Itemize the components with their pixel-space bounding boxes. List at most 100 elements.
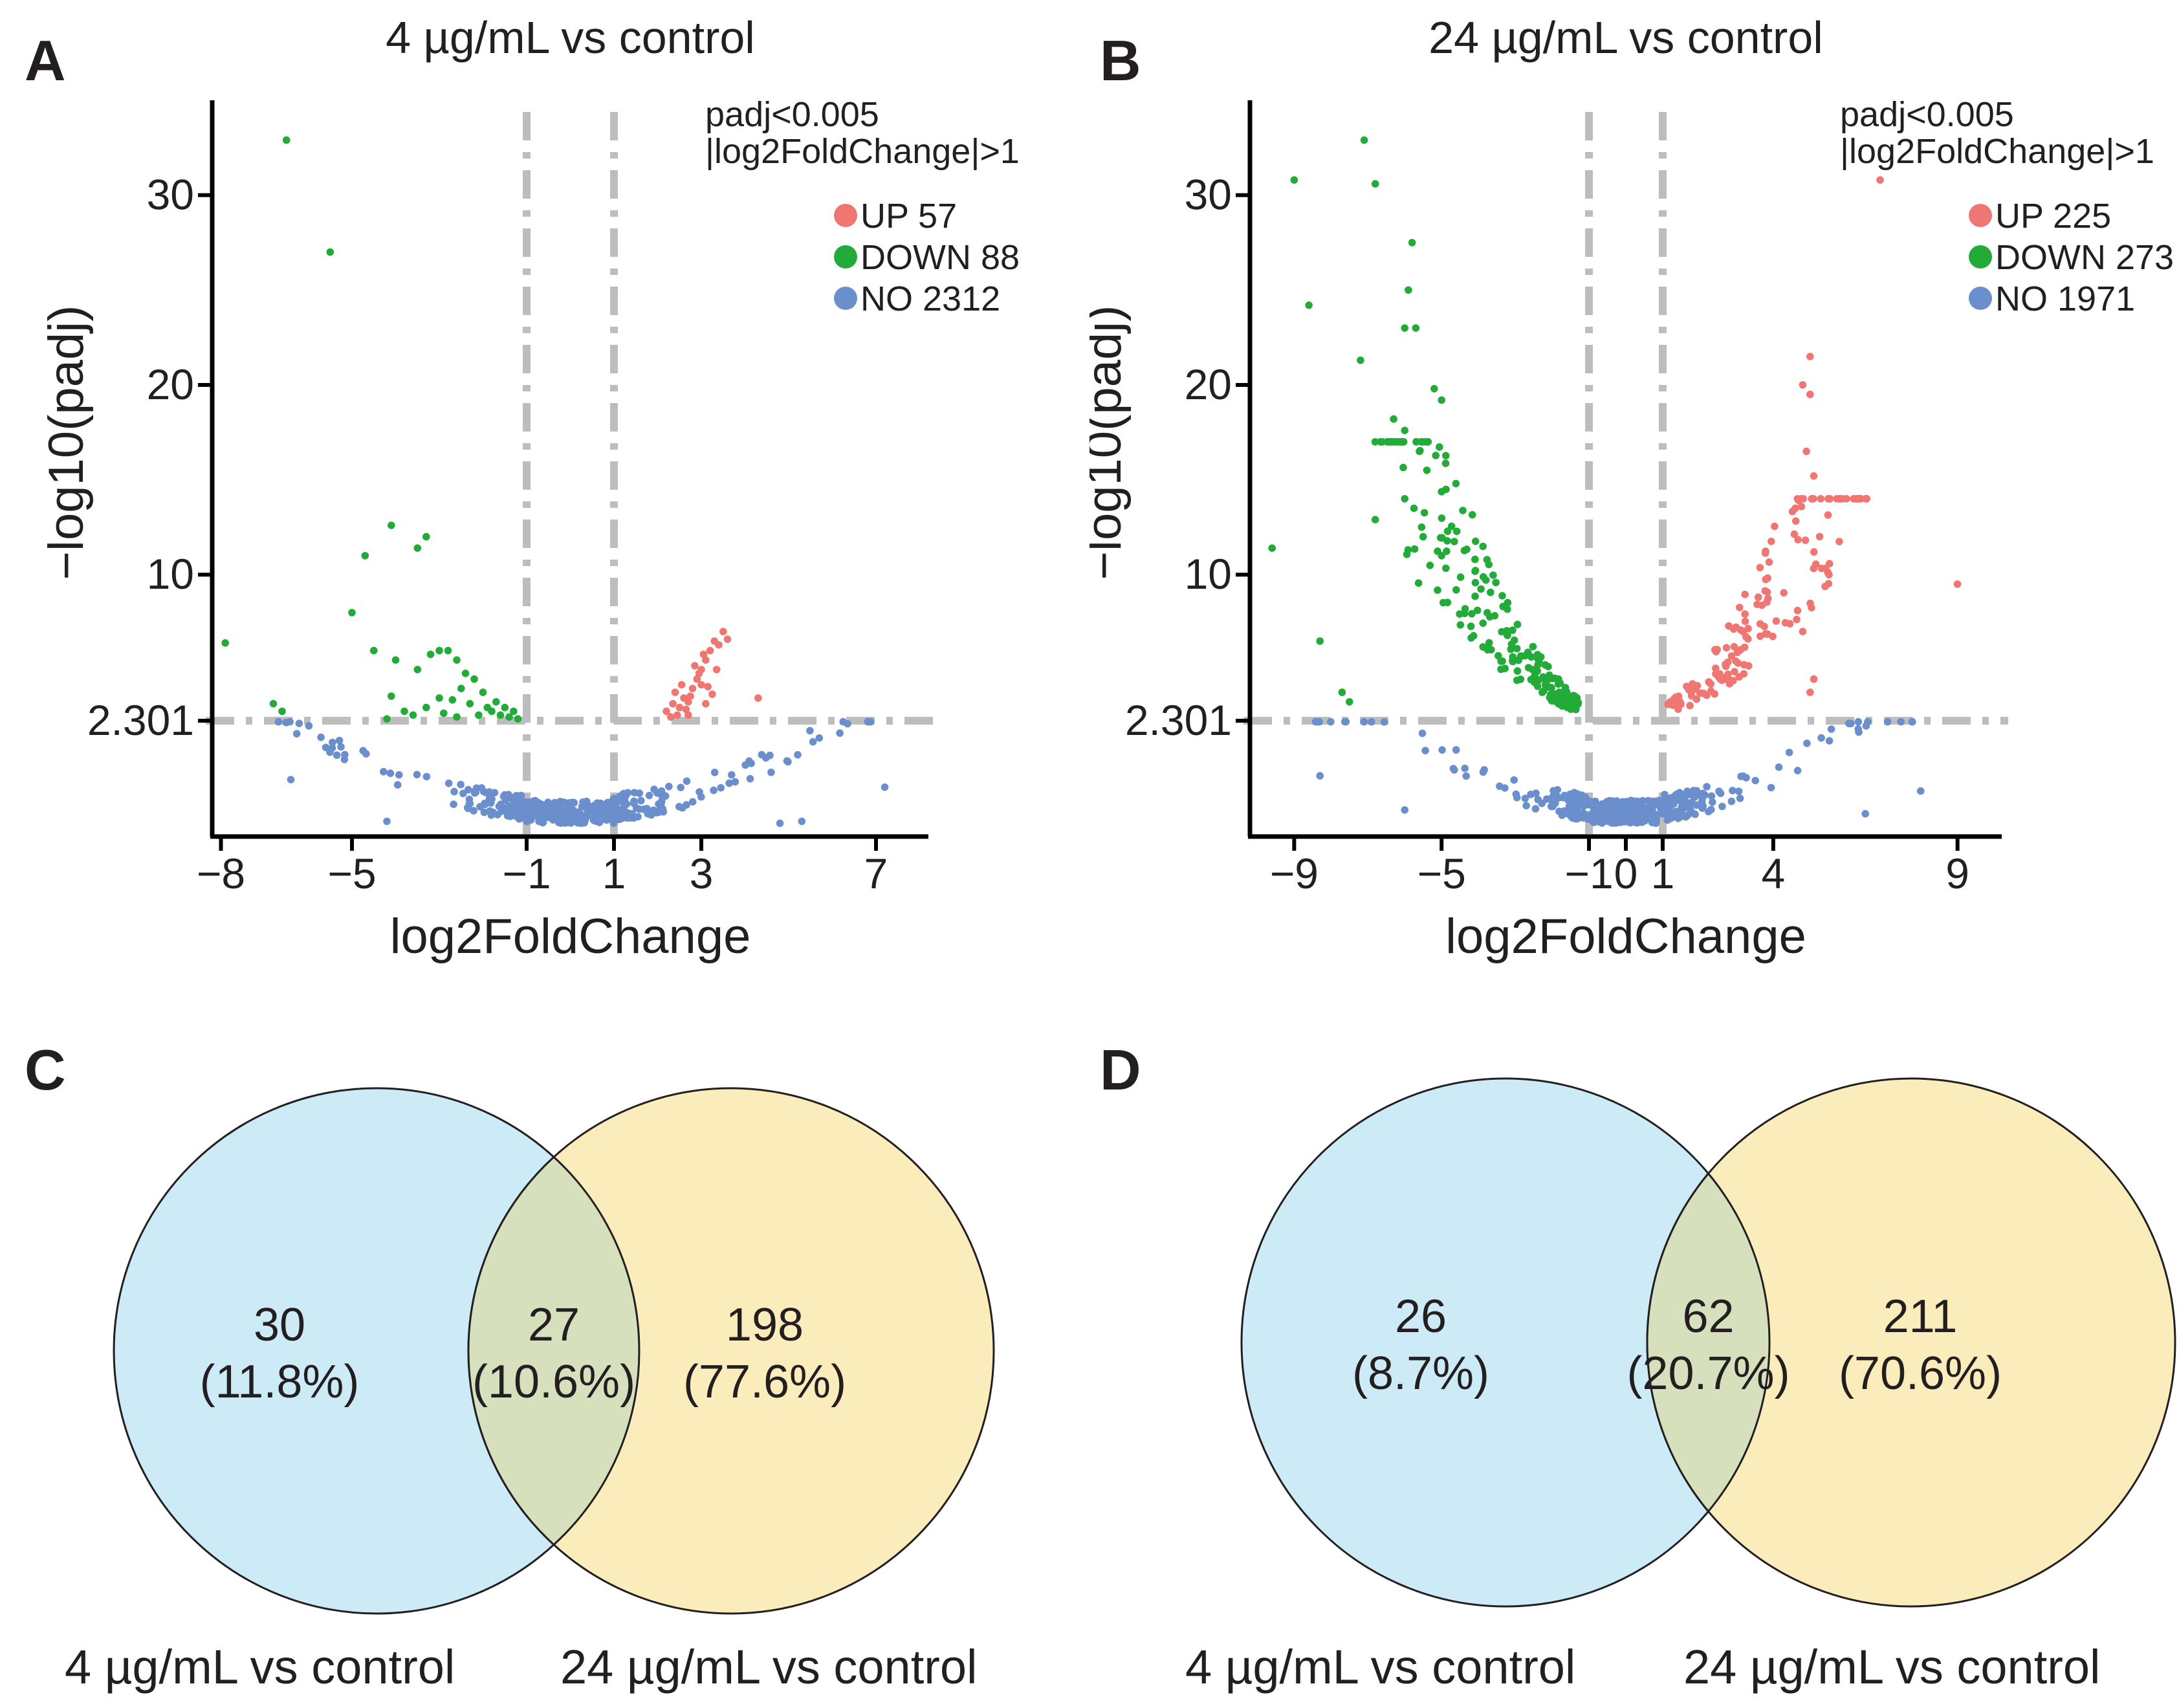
x-tick-label: −9 [1270,849,1319,897]
point-down [1452,586,1460,594]
point-down [1410,545,1419,553]
point-down [1371,180,1379,188]
point-no [295,719,303,727]
point-down [1489,571,1497,579]
point-down [1498,592,1506,600]
point-down [475,711,483,719]
point-down [1468,510,1476,519]
point-no [1578,795,1586,804]
point-no [1380,718,1388,726]
x-tick-label: 7 [864,849,888,897]
venn-c-set2-label: 24 µg/mL vs control [560,1640,978,1694]
point-down [453,713,461,721]
point-no [1579,809,1587,817]
point-up [1730,642,1738,651]
point-no [553,814,561,822]
point-up [1740,661,1748,669]
point-no [1652,814,1660,822]
point-no [1521,794,1529,802]
point-up [1712,648,1720,655]
point-up [673,711,681,719]
point-no [1549,802,1557,811]
point-up [1824,495,1832,503]
points-group [1268,136,1962,827]
point-no [1327,717,1335,726]
venn-region-percent: (70.6%) [1839,1348,2002,1399]
point-no [1451,766,1458,774]
point-down [1529,642,1537,651]
point-no [1692,801,1701,809]
point-no [1827,725,1835,733]
point-no [1916,787,1925,795]
point-no [527,816,535,824]
legend-dot [1969,245,1992,268]
point-no [1438,746,1446,754]
point-down [1290,176,1298,184]
point-up [1716,670,1724,678]
point-up [1722,661,1729,668]
point-no [1368,717,1375,726]
point-down [1531,672,1538,679]
venn-region-percent: (77.6%) [683,1356,846,1408]
point-no [516,797,525,805]
point-up [1685,686,1692,694]
point-no [653,789,661,797]
point-up [1780,589,1788,597]
point-no [1461,764,1469,772]
point-no [1727,797,1736,805]
point-up [1712,664,1720,672]
point-down [1438,396,1445,404]
point-down [1438,488,1445,496]
point-no [728,771,736,779]
venn-region-percent: (10.6%) [472,1356,635,1408]
point-down [1423,466,1431,474]
point-down [348,609,356,617]
point-no [1631,799,1639,807]
point-up [1815,532,1824,541]
point-up [1806,688,1814,696]
point-no [1574,803,1582,811]
point-down [1439,598,1447,607]
point-no [287,776,295,783]
point-down [1513,676,1521,684]
point-up [1756,564,1764,572]
point-up [671,688,679,696]
point-up [1740,670,1748,678]
point-no [1527,791,1535,798]
point-no [1736,794,1744,802]
point-down [505,713,513,721]
point-down [1438,514,1446,522]
point-down [1515,656,1522,664]
point-no [643,805,651,813]
point-no [1678,803,1685,811]
y-tick-label: 10 [1185,550,1232,598]
point-no [1555,807,1563,815]
point-down [1548,684,1555,692]
point-no [655,800,662,808]
point-down [388,521,395,529]
point-no [731,778,739,786]
point-up [1824,511,1832,519]
legend-label: UP 57 [860,197,957,235]
point-no [505,792,513,800]
point-down [1447,522,1456,531]
venn-region-count: 30 [254,1299,305,1351]
point-down [1524,648,1532,657]
point-no [609,819,618,827]
point-no [1729,787,1736,794]
point-down [1396,438,1404,446]
point-no [335,736,344,745]
point-no [1691,810,1699,818]
point-up [1797,503,1806,510]
point-down [1459,507,1467,514]
point-down [370,646,378,655]
point-no [635,805,643,813]
point-down [426,650,435,659]
point-no [1883,717,1892,726]
point-down [1408,239,1416,246]
point-down [1491,611,1499,620]
point-no [328,744,336,752]
point-up [1799,628,1807,635]
point-down [278,707,286,716]
point-no [1644,796,1652,805]
